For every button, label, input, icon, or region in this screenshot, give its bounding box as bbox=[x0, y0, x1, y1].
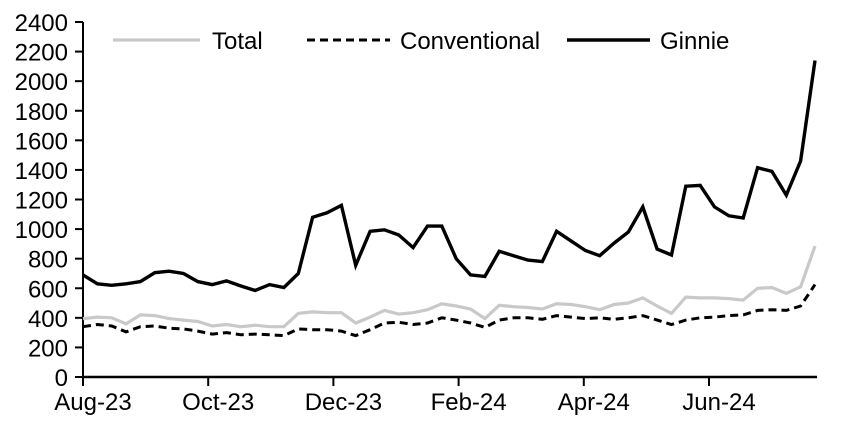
y-tick-label: 1600 bbox=[15, 128, 68, 155]
x-tick-label: Aug-23 bbox=[54, 389, 131, 416]
y-tick-label: 600 bbox=[28, 276, 68, 303]
line-ginnie bbox=[82, 60, 817, 293]
x-tick-label: Apr-24 bbox=[558, 389, 630, 416]
x-tick-label: Jun-24 bbox=[682, 389, 755, 416]
y-tick-label: 0 bbox=[55, 365, 68, 392]
line-conventional bbox=[82, 283, 817, 338]
y-tick-label: 1800 bbox=[15, 99, 68, 126]
y-tick-label: 400 bbox=[28, 306, 68, 333]
legend-item-total: Total bbox=[113, 28, 263, 55]
x-tick-label: Feb-24 bbox=[431, 389, 507, 416]
x-tick-label: Oct-23 bbox=[182, 389, 254, 416]
legend-item-conventional: Conventional bbox=[307, 28, 540, 55]
x-tick-label: Dec-23 bbox=[305, 389, 382, 416]
legend-label-conventional: Conventional bbox=[400, 28, 540, 55]
y-tick-label: 1200 bbox=[15, 188, 68, 215]
y-tick-label: 200 bbox=[28, 335, 68, 362]
y-tick-label: 2400 bbox=[15, 10, 68, 37]
line-total bbox=[82, 245, 817, 329]
y-tick-label: 1000 bbox=[15, 217, 68, 244]
legend-item-ginnie: Ginnie bbox=[567, 28, 729, 55]
y-tick-label: 2000 bbox=[15, 69, 68, 96]
legend-label-total: Total bbox=[212, 28, 263, 55]
y-tick-label: 800 bbox=[28, 247, 68, 274]
y-tick-label: 1400 bbox=[15, 158, 68, 185]
legend-label-ginnie: Ginnie bbox=[660, 28, 729, 55]
y-tick-label: 2200 bbox=[15, 40, 68, 67]
